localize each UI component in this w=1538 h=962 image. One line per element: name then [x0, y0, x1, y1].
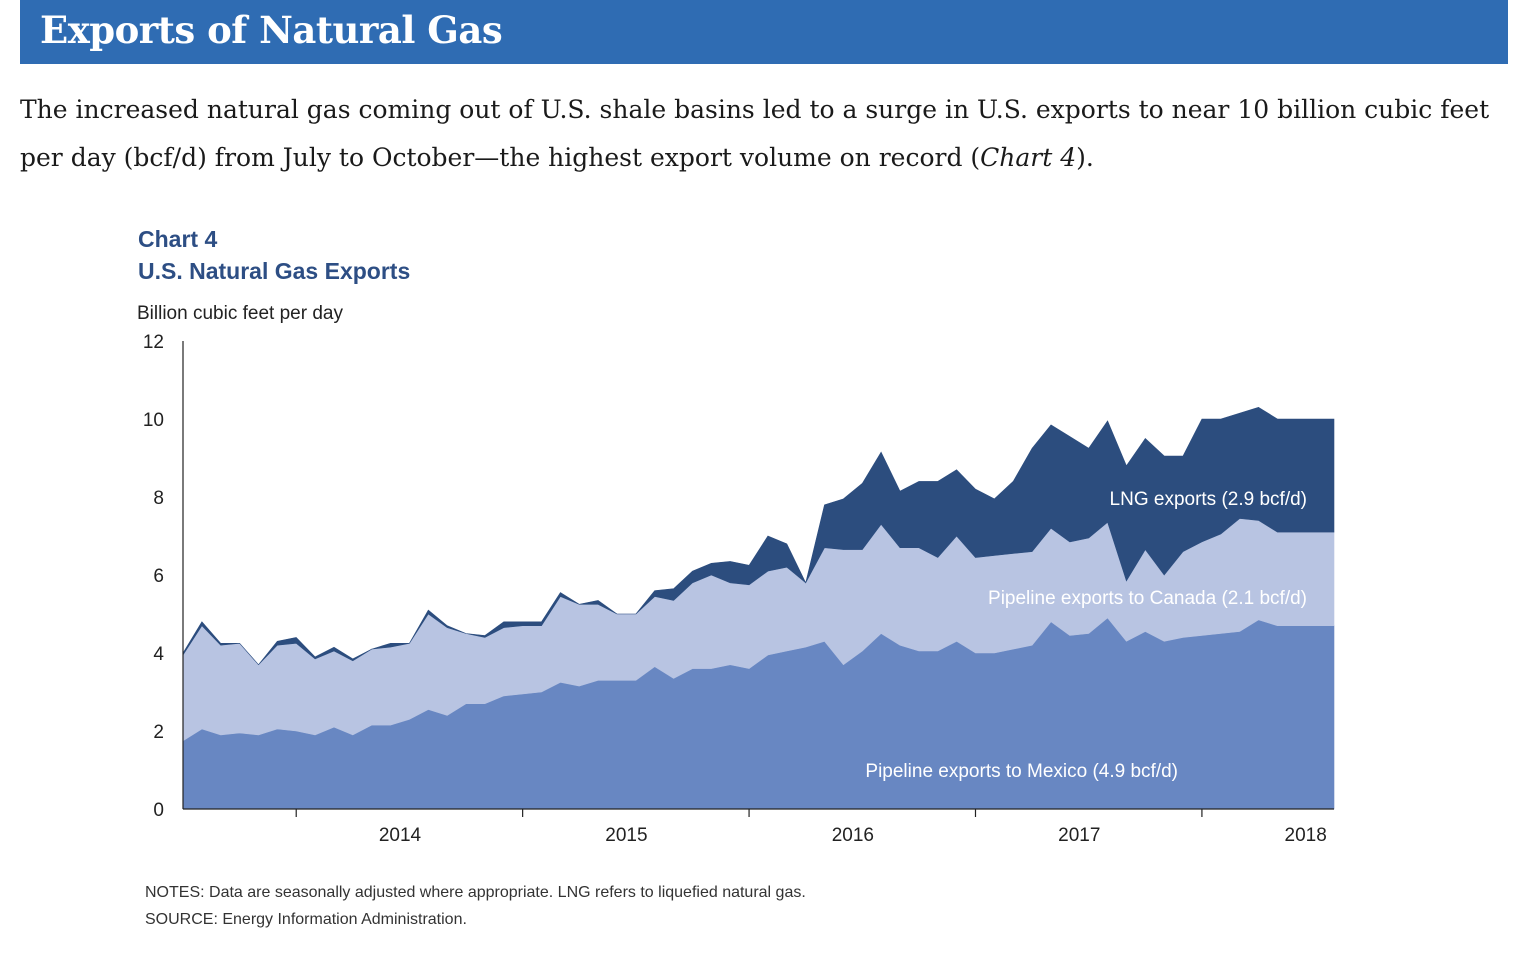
- label-lng: LNG exports (2.9 bcf/d): [1110, 489, 1307, 510]
- area-lng: [182, 406, 1335, 666]
- chart-area-labels: Pipeline exports to Mexico (4.9 bcf/d) Pi…: [865, 489, 1307, 782]
- header-banner: Exports of Natural Gas: [20, 0, 1508, 64]
- x-tick-label: 2018: [1285, 825, 1327, 846]
- label-mexico: Pipeline exports to Mexico (4.9 bcf/d): [865, 761, 1178, 782]
- chart-reference[interactable]: Chart 4: [980, 143, 1077, 172]
- y-axis-label: Billion cubic feet per day: [137, 303, 343, 324]
- intro-text-before: The increased natural gas coming out of …: [20, 95, 1490, 172]
- y-tick-label: 12: [143, 332, 164, 353]
- y-tick-label: 10: [143, 410, 164, 431]
- y-tick-label: 8: [153, 488, 164, 509]
- page-title: Exports of Natural Gas: [40, 8, 503, 52]
- y-tick-label: 4: [153, 644, 164, 665]
- y-tick-label: 2: [153, 722, 164, 743]
- intro-paragraph: The increased natural gas coming out of …: [20, 86, 1520, 182]
- x-tick-label: 2017: [1058, 825, 1100, 846]
- chart-source: SOURCE: Energy Information Administratio…: [145, 911, 467, 928]
- chart-axes: 0 2 4 6 8 10 12 2014 2015 2016 2017 2018: [143, 332, 1334, 846]
- y-tick-label: 6: [153, 566, 164, 587]
- x-tick-label: 2016: [832, 825, 874, 846]
- chart-notes: NOTES: Data are seasonally adjusted wher…: [145, 884, 806, 901]
- y-tick-label: 0: [153, 800, 164, 821]
- chart-title: U.S. Natural Gas Exports: [138, 258, 411, 284]
- chart-number: Chart 4: [138, 226, 218, 252]
- label-canada: Pipeline exports to Canada (2.1 bcf/d): [988, 588, 1307, 609]
- intro-text-after: ).: [1076, 143, 1094, 172]
- x-tick-label: 2015: [605, 825, 647, 846]
- x-tick-label: 2014: [379, 825, 422, 846]
